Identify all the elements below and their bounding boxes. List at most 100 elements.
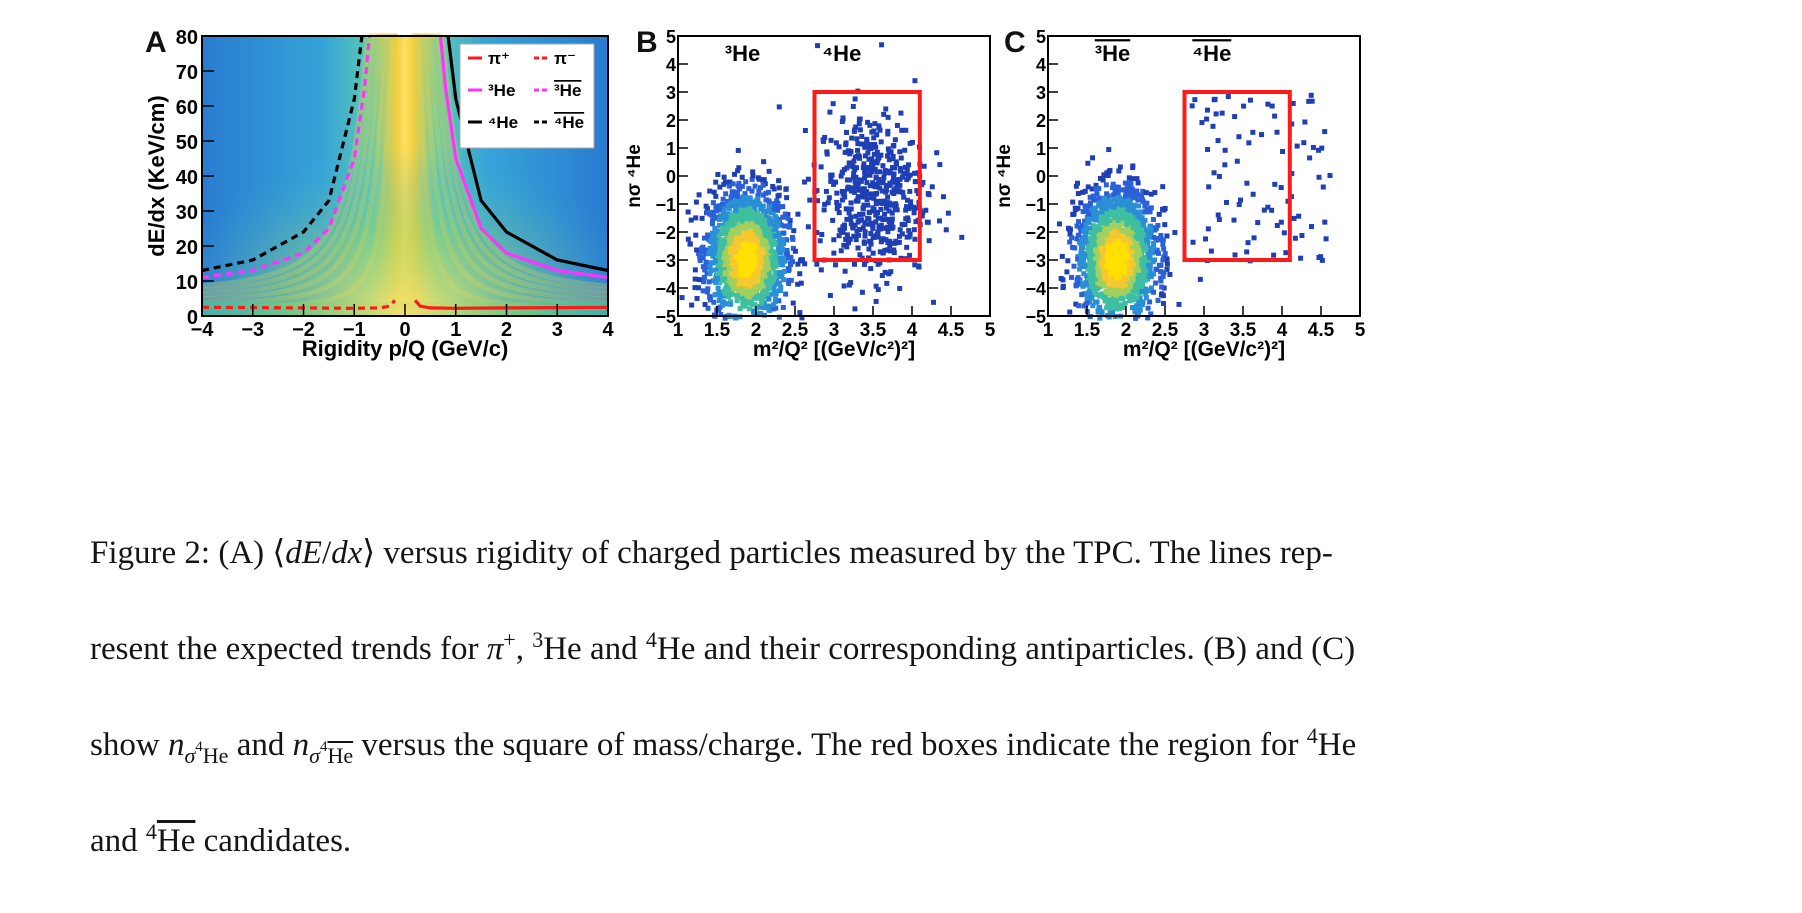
scatter-ylabel: nσ ⁴He (994, 144, 1015, 208)
scatter-point (894, 188, 900, 194)
scatter-point (1088, 216, 1094, 222)
scatter-point (784, 195, 790, 201)
scatter-point (1135, 267, 1141, 273)
scatter-point (1075, 232, 1081, 238)
scatter-point (762, 218, 768, 224)
scatter-point (1143, 246, 1149, 252)
scatter-point (1161, 269, 1167, 275)
scatter-point (1088, 200, 1094, 206)
panel-a-chart: 0 10 20 30 40 50 60 70 80 −4 −3 −2 −1 0 1 2 3 4 Rigidity p… (144, 27, 614, 361)
scatter-point (1164, 261, 1170, 267)
scatter-point (1204, 107, 1210, 113)
scatter-point (725, 203, 731, 209)
scatter-point (898, 168, 904, 174)
scatter-point (878, 222, 884, 228)
scatter-point (1108, 193, 1114, 199)
scatter-point (780, 304, 786, 310)
scatter-point (936, 218, 942, 224)
caption-text-b: versus rigidity of charged particles mea… (383, 535, 1333, 571)
scatter-point (756, 266, 762, 272)
scatter-point (1310, 144, 1316, 150)
scatter-point (1095, 254, 1101, 260)
scatter-point (1110, 181, 1116, 187)
scatter-point (877, 180, 883, 186)
scatter-point (1084, 300, 1090, 306)
scatter-point (1078, 247, 1084, 253)
scatter-point (822, 134, 828, 140)
scatter-point (710, 253, 716, 259)
scatter-point (1323, 236, 1329, 242)
scatter-point (1316, 174, 1322, 180)
scatter-point (1099, 251, 1105, 257)
scatter-point (705, 210, 711, 216)
scatter-point (904, 171, 910, 177)
scatter-point (1143, 268, 1149, 274)
scatter-point (1150, 217, 1156, 223)
scatter-point (759, 205, 765, 211)
scatter-point (873, 144, 879, 150)
scatter-point (689, 302, 695, 308)
scatter-point (744, 294, 750, 300)
scatter-point (746, 306, 752, 312)
scatter-point (883, 237, 889, 243)
scatter-point (745, 271, 751, 277)
scatter-point (752, 183, 758, 189)
scatter-point (1143, 190, 1149, 196)
scatter-point (763, 278, 769, 284)
scatter-point (1112, 259, 1118, 265)
scatter-ylabel: nσ ⁴He (624, 144, 645, 208)
scatter-point (891, 171, 897, 177)
scatter-point (715, 228, 721, 234)
scatter-point (836, 144, 842, 150)
scatter-point (1113, 281, 1119, 287)
cluster-label-3he: ³He (1095, 41, 1130, 66)
scatter-point (778, 222, 784, 228)
scatter-point (761, 177, 767, 183)
scatter-point (1105, 244, 1111, 250)
scatter-point (882, 211, 888, 217)
scatter-point (869, 156, 875, 162)
scatter-point (734, 197, 740, 203)
scatter-point (1125, 280, 1131, 286)
scatter-point (761, 159, 767, 165)
scatter-point (1145, 258, 1151, 264)
scatter-point (1160, 300, 1166, 306)
scatter-point (885, 194, 891, 200)
selection-box (812, 90, 922, 262)
scatter-point (1106, 147, 1112, 153)
scatter-point (1098, 214, 1104, 220)
scatter-point (815, 43, 821, 49)
scatter-point (754, 239, 760, 245)
scatter-point (771, 201, 777, 207)
scatter-point (743, 221, 749, 227)
scatter-point (760, 269, 766, 275)
scatter-point (749, 176, 755, 182)
scatter-point (1109, 288, 1115, 294)
scatter-point (835, 203, 841, 209)
scatter-point (1137, 255, 1143, 261)
scatter-point (732, 244, 738, 250)
scatter-point (815, 198, 821, 204)
scatter-point (851, 128, 857, 134)
scatter-point (883, 187, 889, 193)
scatter-point (770, 306, 776, 312)
scatter-point (1097, 237, 1103, 243)
scatter-point (1127, 283, 1133, 289)
scatter-point (890, 179, 896, 185)
scatter-point (777, 273, 783, 279)
scatter-point (762, 230, 768, 236)
scatter-point (700, 264, 706, 270)
scatter-point (763, 197, 769, 203)
scatter-point (786, 255, 792, 261)
scatter-point (735, 183, 741, 189)
scatter-point (768, 218, 774, 224)
scatter-point (1096, 231, 1102, 237)
scatter-point (1107, 218, 1113, 224)
scatter-point (1148, 311, 1154, 317)
scatter-ytick-label: −2 (655, 223, 676, 243)
scatter-point (907, 172, 913, 178)
scatter-point (1113, 215, 1119, 221)
scatter-point (731, 278, 737, 284)
scatter-point (1074, 223, 1080, 229)
scatter-point (1080, 209, 1086, 215)
